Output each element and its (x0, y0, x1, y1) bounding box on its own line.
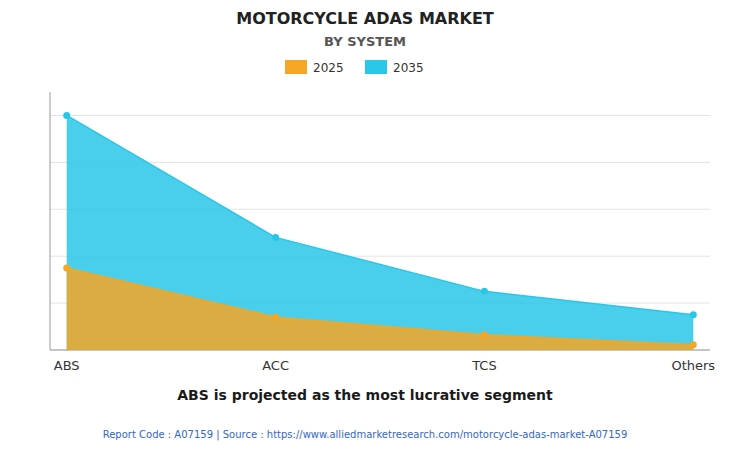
y-axis-line (50, 92, 51, 350)
marker (690, 311, 697, 318)
plot-area (63, 112, 697, 350)
marker (690, 341, 697, 348)
line (67, 268, 694, 345)
x-tick-label: ABS (54, 358, 80, 373)
x-tick-label: TCS (471, 358, 497, 373)
legend-swatch (365, 60, 387, 74)
line (67, 115, 694, 314)
legend-label: 2035 (393, 61, 424, 75)
footer: Report Code : A07159 | Source : https://… (103, 429, 628, 441)
annotation: ABS is projected as the most lucrative s… (177, 387, 553, 403)
area (67, 268, 694, 350)
legend-swatch (285, 60, 307, 74)
marker (481, 331, 488, 338)
chart: MOTORCYCLE ADAS MARKET BY SYSTEM 2025 2035 A… (0, 0, 730, 453)
title: MOTORCYCLE ADAS MARKET (236, 9, 494, 28)
x-tick-label: Others (671, 358, 715, 373)
marker (481, 288, 488, 295)
marker (63, 112, 70, 119)
legend: 2025 2035 (285, 60, 424, 75)
area (67, 115, 694, 350)
marker (272, 314, 279, 321)
marker (63, 264, 70, 271)
legend-label: 2025 (313, 61, 344, 75)
grid-line (50, 115, 710, 116)
marker (272, 234, 279, 241)
grid (50, 115, 710, 350)
subtitle: BY SYSTEM (324, 34, 406, 49)
x-tick-label: ACC (262, 358, 289, 373)
